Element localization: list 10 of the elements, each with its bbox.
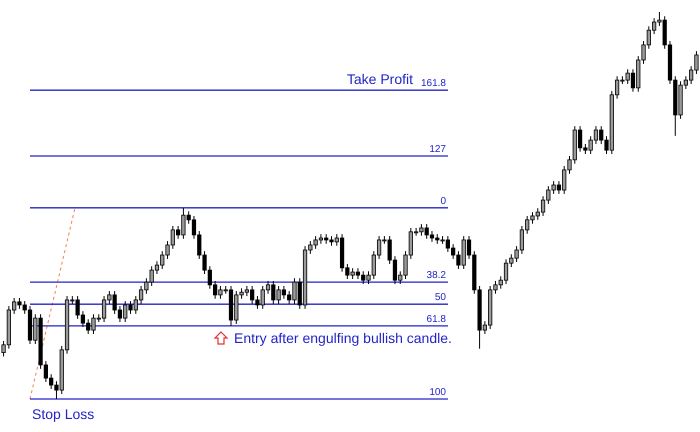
annotation: 50 <box>434 292 446 304</box>
annotation: 0 <box>440 196 446 207</box>
text: Stop Loss <box>32 406 94 422</box>
annotation: Entry after engulfing bullish candle. <box>234 330 452 346</box>
annotation: 127 <box>429 144 446 155</box>
annotation: 61.8 <box>426 314 446 325</box>
annotation: 38.2 <box>426 270 446 282</box>
annotation: 100 <box>429 387 446 398</box>
annotation: 161.8 <box>420 78 446 90</box>
annotation: Take Profit <box>346 71 414 87</box>
